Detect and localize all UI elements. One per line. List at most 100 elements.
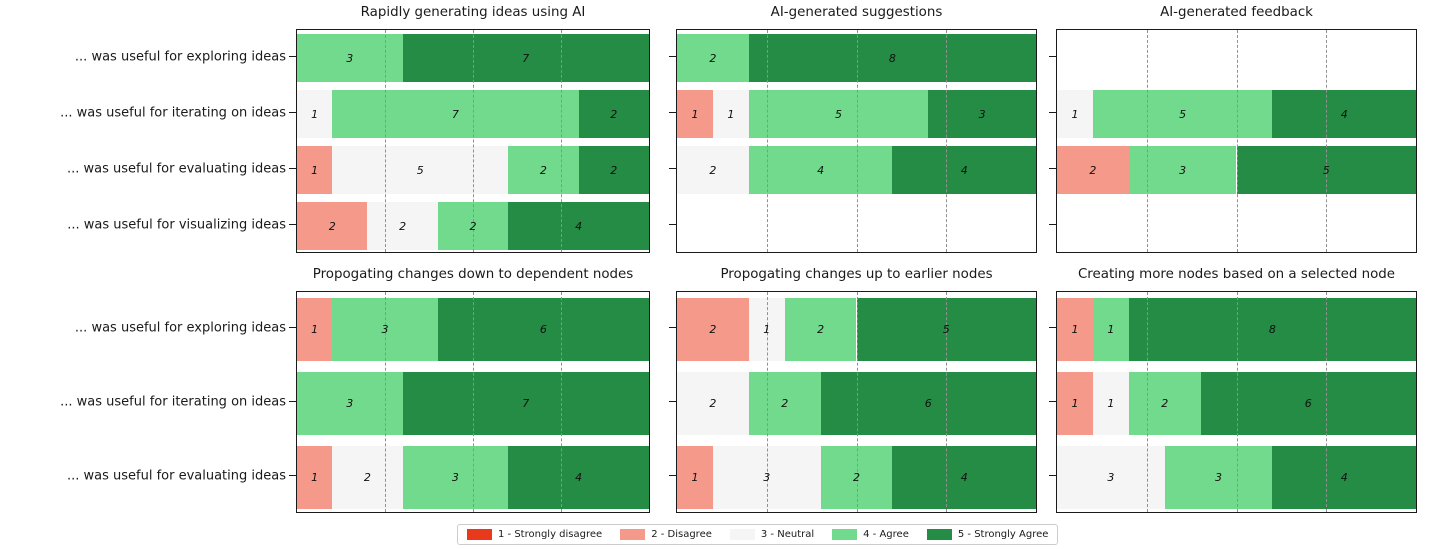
segment-value-label: 2	[781, 397, 789, 410]
segment-value-label: 7	[451, 107, 459, 121]
bar-segment-strongly-agree: 7	[402, 34, 649, 82]
legend-item-strongly-agree: 5 - Strongly Agree	[926, 529, 1049, 540]
segment-value-label: 6	[539, 323, 547, 336]
bar-segment-strongly-agree: 6	[437, 298, 649, 361]
bar-segment-strongly-agree: 4	[508, 202, 649, 250]
segment-value-label: 3	[978, 107, 986, 121]
segment-value-label: 8	[888, 51, 896, 65]
row-label: ... was useful for evaluating ideas	[66, 468, 286, 484]
subplot-title: AI-generated suggestions	[770, 5, 943, 20]
bar-segment-neutral: 3	[712, 446, 821, 509]
segment-value-label: 1	[763, 323, 771, 336]
gridline-x-2.5	[385, 292, 386, 512]
bar-segment-strongly-agree: 6	[1200, 372, 1416, 435]
bar-segment-agree: 3	[402, 446, 509, 509]
segment-value-label: 2	[363, 471, 371, 484]
legend-item-neutral: 3 - Neutral	[729, 529, 814, 540]
segment-value-label: 2	[539, 163, 547, 177]
bar-segment-agree: 4	[748, 146, 893, 194]
bar-segment-neutral: 2	[677, 146, 749, 194]
segment-value-label: 3	[1179, 163, 1187, 177]
bar-segment-disagree: 2	[677, 298, 749, 361]
bar-segment-agree: 3	[297, 372, 403, 435]
bar-segment-neutral: 5	[332, 146, 509, 194]
bar-segment-neutral: 3	[1057, 446, 1165, 509]
segment-value-label: 2	[709, 51, 717, 65]
legend-label: 5 - Strongly Agree	[957, 529, 1049, 540]
bar-segment-agree: 2	[1128, 372, 1201, 435]
row-label: ... was useful for iterating on ideas	[60, 394, 286, 410]
segment-value-label: 4	[817, 163, 825, 177]
segment-value-label: 1	[727, 107, 735, 121]
row-label: ... was useful for iterating on ideas	[60, 105, 286, 121]
segment-value-label: 1	[1107, 397, 1115, 410]
gridline-x-2.5	[385, 30, 386, 252]
segment-value-label: 1	[311, 323, 319, 336]
gridline-x-5	[473, 30, 474, 252]
bar-segment-strongly-agree: 8	[1128, 298, 1416, 361]
row-label: ... was useful for exploring ideas	[74, 49, 286, 65]
plot-area: 2 8 1 1 5 3 2 4 4	[676, 29, 1037, 253]
bar-segment-disagree: 1	[1057, 372, 1093, 435]
bar-segment-agree: 3	[297, 34, 403, 82]
segment-value-label: 3	[763, 471, 771, 484]
bar-segment-disagree: 1	[297, 146, 333, 194]
segment-value-label: 4	[960, 471, 968, 484]
agree-swatch-icon	[832, 529, 858, 540]
y-axis-tick	[289, 475, 296, 476]
y-axis-tick	[289, 112, 296, 113]
plot-area: 1 1 8 1 1 2 6 3 3 4	[1056, 291, 1417, 513]
y-axis-tick	[669, 56, 676, 57]
segment-value-label: 2	[1161, 397, 1169, 410]
gridline-x-7.5	[946, 292, 948, 512]
segment-value-label: 1	[691, 107, 699, 121]
segment-value-label: 7	[522, 397, 530, 410]
bar-segment-agree: 2	[508, 146, 579, 194]
y-axis-tick	[669, 112, 676, 113]
disagree-swatch-icon	[620, 529, 646, 540]
bar-segment-agree: 2	[784, 298, 857, 361]
segment-value-label: 4	[1340, 107, 1348, 121]
legend-label: 4 - Agree	[863, 529, 909, 540]
segment-value-label: 5	[1179, 107, 1187, 121]
y-axis-tick	[669, 168, 676, 169]
segment-value-label: 4	[1340, 471, 1348, 484]
segment-value-label: 1	[311, 107, 319, 121]
bar-segment-neutral: 2	[367, 202, 438, 250]
bar-segment-strongly-agree: 6	[820, 372, 1036, 435]
segment-value-label: 2	[709, 397, 717, 410]
segment-value-label: 1	[1107, 323, 1115, 336]
bar-segment-agree: 7	[332, 90, 579, 138]
bar-segment-disagree: 1	[1057, 298, 1093, 361]
gridline-x-5	[1236, 30, 1238, 252]
segment-value-label: 2	[610, 107, 618, 121]
segment-value-label: 1	[1071, 323, 1079, 336]
segment-value-label: 2	[852, 471, 860, 484]
segment-value-label: 7	[522, 51, 530, 65]
bar-segment-neutral: 1	[712, 90, 749, 138]
segment-value-label: 5	[942, 323, 950, 336]
bar-segment-strongly-agree: 2	[578, 146, 649, 194]
subplot-title: Rapidly generating ideas using AI	[360, 5, 586, 20]
y-axis-tick	[289, 224, 296, 225]
plot-area: 1 5 4 2 3 5	[1056, 29, 1417, 253]
row-label: ... was useful for evaluating ideas	[66, 161, 286, 177]
segment-value-label: 3	[381, 323, 389, 336]
legend-item-strongly-disagree: 1 - Strongly disagree	[467, 529, 602, 540]
neutral-swatch-icon	[729, 529, 755, 540]
segment-value-label: 6	[924, 397, 932, 410]
legend-label: 2 - Disagree	[651, 529, 712, 540]
bar-segment-strongly-agree: 4	[892, 146, 1036, 194]
y-axis-tick	[669, 475, 676, 476]
segment-value-label: 1	[311, 163, 319, 177]
gridline-x-5	[856, 30, 858, 252]
row-label: ... was useful for exploring ideas	[74, 320, 286, 336]
bar-segment-agree: 3	[332, 298, 438, 361]
segment-value-label: 6	[1304, 397, 1312, 410]
plot-area: 1 3 6 3 7 1 2 3 4	[296, 291, 650, 513]
bar-segment-agree: 2	[748, 372, 821, 435]
legend: 1 - Strongly disagree 2 - Disagree 3 - Neu…	[457, 524, 1059, 545]
segment-value-label: 3	[346, 51, 354, 65]
bar-segment-strongly-agree: 3	[928, 90, 1036, 138]
subplot-title: Propogating changes up to earlier nodes	[720, 267, 993, 282]
